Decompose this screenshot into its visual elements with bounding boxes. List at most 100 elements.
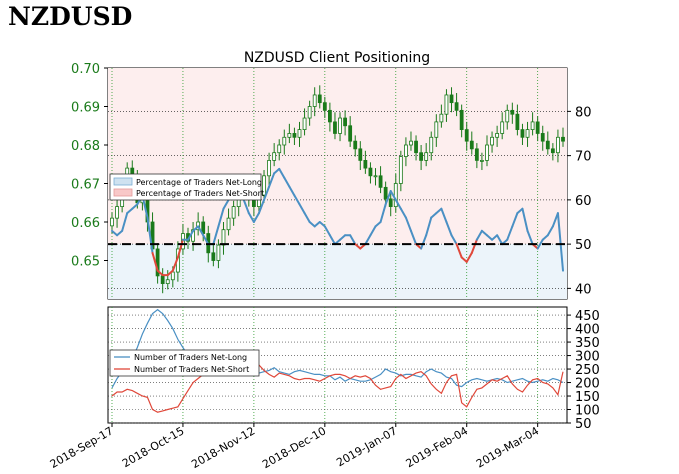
percent-segment [526,229,534,246]
legend-label-traders-short: Number of Traders Net-Short [134,365,249,374]
candle-body [556,136,560,154]
candle-body [353,140,358,150]
percent-segment [521,207,529,232]
candle-body [292,133,297,138]
candle-body [515,113,520,130]
percent-segment [197,225,205,237]
candle-body [307,106,312,119]
percent-segment [212,225,220,246]
candle-body [170,271,175,281]
net-short-shading [108,68,567,245]
page-heading: NZDUSD [8,2,133,31]
percent-segment [450,234,458,246]
percent-segment [445,221,453,237]
candle-body [474,148,479,161]
candle-body [409,140,413,146]
percent-segment [460,256,468,263]
candle-body [444,94,449,115]
price-tick-label: 0.68 [71,139,100,154]
percent-segment [339,234,347,241]
percent-segment [192,225,200,232]
percent-tick-label: 50 [575,238,592,253]
price-axis-ticks: 0.70 0.69 0.68 0.67 0.66 0.65 [71,62,108,270]
date-tick-label: 2019-Jan-07 [334,424,399,469]
percent-segment [369,225,377,237]
candle-body [317,94,322,104]
candle-body [429,136,434,154]
percent-segment [384,190,392,206]
percent-tick-label: 60 [575,194,592,209]
candle-body [480,159,484,162]
candle-body [211,252,216,261]
candle-body [393,183,398,208]
price-tick-label: 0.70 [71,62,100,77]
traders-panel-frame [107,306,568,424]
percent-segment [475,229,483,241]
percent-segment [222,198,230,210]
candle-body [343,117,348,127]
percent-segment [455,243,463,259]
candle-body [530,121,535,131]
candle-body [535,121,540,134]
percent-segment [273,167,281,175]
candle-body [419,152,424,161]
percent-segment [328,234,336,246]
percent-segment [323,225,331,237]
candle-body [216,244,221,261]
candle-body [495,133,500,138]
candle-body [454,102,459,111]
candle-body [404,144,408,157]
candle-body [348,125,353,142]
percent-segment [496,234,504,246]
percent-segment [506,225,514,241]
percent-segment [425,216,433,237]
candle-body [545,140,550,150]
percent-axis-ticks: 80 70 60 50 40 [567,105,592,297]
candle-body [373,175,378,178]
percent-segment [263,185,271,201]
percent-segment [409,229,418,246]
traders-net-short-line [111,358,564,413]
traders-tick-label: 100 [575,404,600,419]
traders-tick-label: 150 [575,390,600,405]
percent-segment [252,212,260,223]
percent-segment [131,203,139,210]
candle-body [338,117,342,134]
percent-segment [399,207,407,219]
candle-body [459,109,464,130]
date-tick-label: 2019-Feb-04 [404,424,471,470]
percent-segment [146,216,154,254]
percent-segment [176,238,184,259]
chart-title: NZDUSD Client Positioning [244,50,430,66]
percent-segment [278,167,286,179]
percent-net-long-line [111,167,564,277]
traders-tick-label: 400 [575,323,600,338]
legend-label-traders-long: Number of Traders Net-Long [134,353,247,362]
percent-segment [389,190,397,201]
percent-segment [288,185,296,197]
percent-segment [308,221,316,228]
percent-segment [126,207,134,215]
net-long-zone [108,244,567,299]
candle-body [520,129,525,138]
percent-segment [187,229,195,241]
date-axis-ticks: 2018-Sep-17 2018-Oct-15 2018-Nov-12 2018-De… [48,423,541,471]
candle-body [505,109,510,123]
percent-segment [111,229,119,237]
percent-segment [551,212,559,228]
percent-segment [247,212,255,223]
candle-body [525,129,530,138]
percent-segment [440,207,448,223]
percent-segment [394,198,402,210]
candle-body [434,121,439,138]
traders-tick-label: 450 [575,309,600,324]
candle-body [110,217,114,227]
percent-segment [303,212,311,223]
percent-segment [298,203,306,215]
legend-label-net-long: Percentage of Traders Net-Long [136,178,262,187]
price-tick-label: 0.67 [71,178,100,193]
candle-body [561,136,565,142]
candle-body [272,152,277,161]
